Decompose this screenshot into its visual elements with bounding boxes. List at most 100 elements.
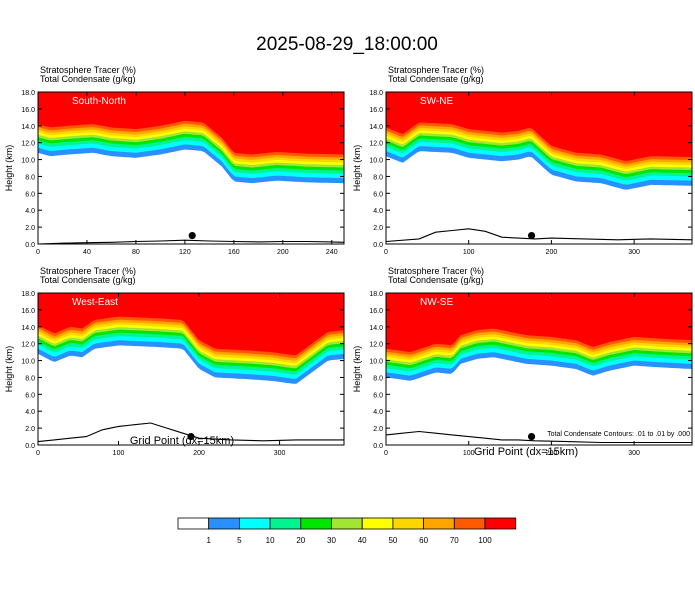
ytick-label: 12.0	[21, 141, 35, 148]
panel-header-tracer: Stratosphere Tracer (%)	[40, 266, 136, 276]
panel-1: Stratosphere Tracer (%)Total Condensate …	[4, 65, 345, 256]
ytick-label: 18.0	[21, 90, 35, 97]
ytick-label: 10.0	[21, 158, 35, 165]
ytick-label: 12.0	[21, 342, 35, 349]
ytick-label: 16.0	[21, 308, 35, 315]
colorbar-swatch	[208, 517, 240, 530]
xtick-label: 200	[277, 249, 289, 256]
ytick-label: 10.0	[369, 359, 383, 366]
panel-frame	[385, 91, 693, 245]
colorbar-level-label: 70	[450, 536, 459, 545]
xtick-label: 240	[326, 249, 338, 256]
ytick-label: 16.0	[21, 107, 35, 114]
panel-frame	[37, 91, 345, 245]
ytick-label: 6.0	[373, 191, 383, 198]
panel-header-condensate: Total Condensate (g/kg)	[40, 275, 136, 285]
terrain-contour	[38, 422, 344, 443]
tracer-band-0	[386, 293, 692, 352]
xtick-label: 0	[384, 450, 388, 457]
xtick-label: 80	[132, 249, 140, 256]
panel-label: South-North	[72, 96, 126, 107]
xlabel-bottom-left: Grid Point (dx=15km)	[130, 435, 234, 447]
xtick-label: 0	[36, 450, 40, 457]
ytick-label: 0.0	[373, 242, 383, 249]
tracer-band-0	[386, 92, 692, 161]
panel-label: West-East	[72, 297, 118, 308]
panel-2: Stratosphere Tracer (%)Total Condensate …	[352, 65, 693, 256]
ytick-label: 14.0	[369, 124, 383, 131]
ytick-label: 10.0	[21, 359, 35, 366]
ytick-label: 14.0	[21, 325, 35, 332]
ytick-label: 4.0	[25, 208, 35, 215]
ytick-label: 6.0	[25, 392, 35, 399]
xtick-label: 0	[36, 249, 40, 256]
colorbar-swatch	[331, 517, 363, 530]
xtick-label: 300	[274, 450, 286, 457]
colorbar-swatch	[238, 517, 271, 530]
ytick-label: 10.0	[369, 158, 383, 165]
xtick-label: 300	[628, 249, 640, 256]
colorbar-level-label: 60	[419, 536, 428, 545]
panels: Stratosphere Tracer (%)Total Condensate …	[4, 65, 693, 457]
colorbar: 1 5 10 20 30 40 50 60 70 100	[177, 517, 517, 545]
colorbar-swatch	[453, 517, 486, 530]
xtick-label: 100	[463, 249, 475, 256]
panel-label: NW-SE	[420, 297, 453, 308]
colorbar-swatch	[269, 517, 302, 530]
ytick-label: 6.0	[373, 392, 383, 399]
xtick-label: 100	[113, 450, 125, 457]
panel-header-condensate: Total Condensate (g/kg)	[388, 74, 484, 84]
ytick-label: 0.0	[25, 443, 35, 450]
colorbar-level-label: 30	[327, 536, 336, 545]
ytick-label: 14.0	[21, 124, 35, 131]
ytick-label: 2.0	[25, 225, 35, 232]
tracer-field	[38, 293, 344, 443]
xtick-label: 0	[384, 249, 388, 256]
contour-footnote: Total Condensate Contours: .01 to .01 by…	[547, 431, 690, 438]
tracer-field	[386, 293, 692, 444]
location-marker	[527, 231, 536, 240]
colorbar-level-label: 1	[206, 536, 211, 545]
ytick-label: 8.0	[373, 174, 383, 181]
ytick-label: 8.0	[373, 375, 383, 382]
colorbar-level-label: 40	[358, 536, 367, 545]
ytick-label: 16.0	[369, 107, 383, 114]
panel-4: Stratosphere Tracer (%)Total Condensate …	[352, 266, 693, 457]
ylabel: Height (km)	[352, 145, 362, 192]
panel-label: SW-NE	[420, 96, 453, 107]
colorbar-level-label: 100	[478, 536, 492, 545]
ytick-label: 0.0	[25, 242, 35, 249]
panel-frame	[385, 292, 693, 446]
xtick-label: 160	[228, 249, 240, 256]
colorbar-swatch	[484, 517, 517, 530]
xtick-label: 120	[179, 249, 191, 256]
tracer-field	[38, 92, 344, 244]
ylabel: Height (km)	[352, 346, 362, 393]
ytick-label: 4.0	[25, 409, 35, 416]
panel-header-condensate: Total Condensate (g/kg)	[388, 275, 484, 285]
ytick-label: 0.0	[373, 443, 383, 450]
panel-frame	[37, 292, 345, 446]
ytick-label: 4.0	[373, 409, 383, 416]
ytick-label: 12.0	[369, 141, 383, 148]
colorbar-level-label: 20	[296, 536, 305, 545]
ytick-label: 18.0	[369, 90, 383, 97]
xlabel-bottom-right: Grid Point (dx=15km)	[474, 446, 578, 458]
tracer-field	[386, 92, 692, 243]
panel-header-tracer: Stratosphere Tracer (%)	[388, 65, 484, 75]
xtick-label: 200	[546, 450, 558, 457]
colorbar-level-label: 50	[388, 536, 397, 545]
terrain-contour	[386, 430, 692, 444]
location-marker	[187, 432, 195, 441]
xtick-label: 200	[546, 249, 558, 256]
xtick-label: 100	[463, 450, 475, 457]
xtick-label: 40	[83, 249, 91, 256]
panel-3: Stratosphere Tracer (%)Total Condensate …	[4, 266, 345, 457]
xtick-label: 200	[193, 450, 205, 457]
colorbar-swatch	[361, 517, 394, 530]
ylabel: Height (km)	[4, 145, 14, 192]
panel-header-condensate: Total Condensate (g/kg)	[40, 74, 136, 84]
tracer-band-0	[38, 293, 344, 356]
colorbar-swatch	[300, 517, 332, 530]
terrain-contour	[38, 239, 344, 244]
